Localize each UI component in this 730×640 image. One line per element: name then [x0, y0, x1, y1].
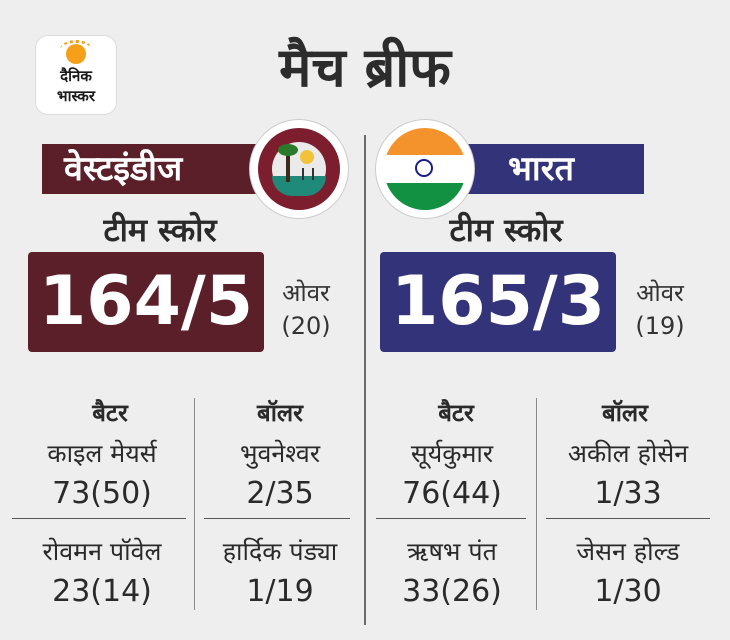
logo-line2: भास्कर	[57, 87, 95, 105]
india-batter-1-name: सूर्यकुमार	[410, 439, 494, 468]
west-indies-bowler-2-name: हार्दिक पंड्या	[222, 537, 338, 566]
west-indies-batter-2-name: रोवमन पॉवेल	[42, 537, 162, 566]
west-indies-column-divider	[194, 398, 195, 610]
logo-line1: दैनिक	[60, 67, 92, 85]
west-indies-batter-2-stat: 23(14)	[52, 574, 152, 609]
west-indies-overs: (20)	[281, 312, 331, 340]
india-bowler-1-name: अकील होसेन	[567, 439, 689, 468]
dainik-bhaskar-logo: दैनिक भास्कर	[36, 36, 116, 114]
india-overs-label: ओवर	[636, 279, 684, 307]
west-indies-batter-header: बैटर	[92, 399, 128, 427]
india-flag-icon	[376, 120, 474, 218]
india-bowler-2-name: जेसन होल्ड	[576, 537, 680, 566]
west-indies-crest-icon	[250, 120, 348, 218]
west-indies-score: 164/5	[28, 252, 264, 352]
west-indies-bowler-1-name: भुवनेश्वर	[239, 439, 321, 468]
india-batter-2-stat: 33(26)	[402, 574, 502, 609]
india-bowler-1-stat: 1/33	[594, 476, 662, 511]
west-indies-overs-label: ओवर	[282, 279, 330, 307]
india-batter-1-stat: 76(44)	[402, 476, 502, 511]
sun-rays-icon	[60, 40, 92, 59]
india-batter-2-name: ऋषभ पंत	[407, 537, 497, 566]
india-column-divider	[536, 398, 537, 610]
west-indies-batter-row-divider	[12, 518, 186, 519]
india-batter-header: बैटर	[438, 399, 474, 427]
page-title: मैच ब्रीफ	[279, 36, 451, 99]
west-indies-bowler-header: बॉलर	[256, 399, 303, 427]
india-score: 165/3	[380, 252, 616, 352]
west-indies-bowler-2-stat: 1/19	[246, 574, 314, 609]
west-indies-bowler-1-stat: 2/35	[246, 476, 314, 511]
ashoka-chakra-icon	[415, 159, 433, 177]
india-bowler-header: बॉलर	[601, 399, 648, 427]
west-indies-bowler-row-divider	[204, 518, 350, 519]
india-team-score-label: टीम स्कोर	[449, 211, 563, 249]
west-indies-batter-1-stat: 73(50)	[52, 476, 152, 511]
west-indies-batter-1-name: काइल मेयर्स	[47, 439, 157, 468]
center-divider	[364, 135, 366, 625]
india-batter-row-divider	[376, 518, 526, 519]
india-bowler-2-stat: 1/30	[594, 574, 662, 609]
sun-icon	[66, 44, 86, 64]
west-indies-team-score-label: टीम स्कोर	[103, 211, 217, 249]
india-overs: (19)	[635, 312, 685, 340]
india-bowler-row-divider	[546, 518, 710, 519]
